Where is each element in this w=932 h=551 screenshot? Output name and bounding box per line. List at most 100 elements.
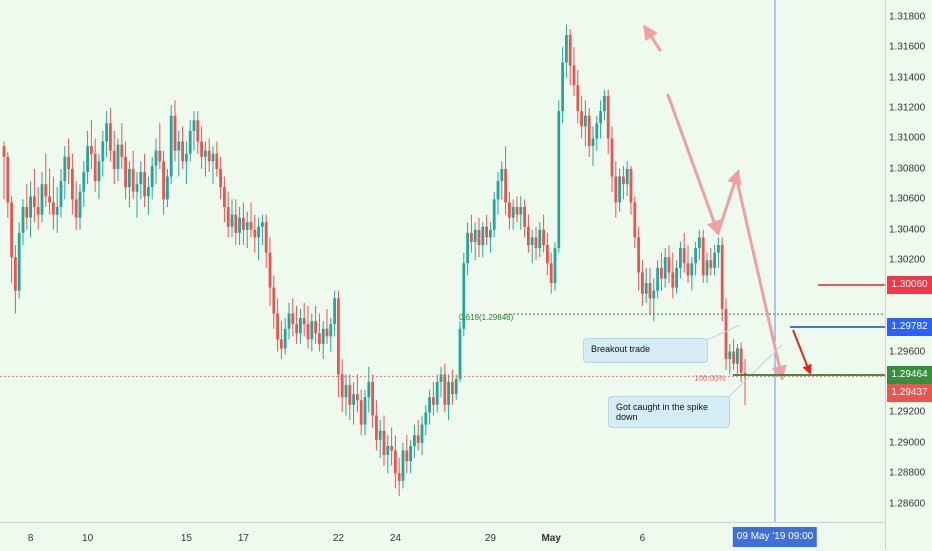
candle-body bbox=[173, 115, 177, 151]
candle-body bbox=[340, 374, 344, 398]
candle bbox=[443, 363, 447, 413]
candle-body bbox=[462, 263, 466, 329]
price-tick-label: 1.28800 bbox=[889, 467, 926, 479]
candle bbox=[667, 245, 671, 284]
candle bbox=[637, 226, 640, 291]
candle bbox=[470, 214, 473, 253]
candle-body bbox=[641, 272, 644, 294]
candle bbox=[378, 420, 382, 459]
candle bbox=[299, 308, 302, 344]
candle bbox=[131, 150, 135, 200]
candle bbox=[530, 229, 534, 264]
candle-body bbox=[667, 257, 671, 273]
candle-body bbox=[14, 257, 17, 291]
trend-arrow bbox=[716, 169, 742, 235]
candle-body bbox=[196, 120, 200, 142]
candle-body bbox=[78, 191, 82, 218]
price-tick-label: 1.29000 bbox=[889, 437, 926, 449]
candle-body bbox=[489, 229, 492, 238]
candle-body bbox=[694, 248, 697, 264]
candle bbox=[310, 313, 314, 352]
candle-body bbox=[264, 222, 268, 253]
candle bbox=[21, 199, 25, 246]
candle bbox=[97, 153, 101, 200]
candle-body bbox=[557, 111, 561, 249]
candle-body bbox=[86, 146, 89, 172]
candle bbox=[515, 196, 519, 223]
fib-100-label: 100.00% bbox=[694, 374, 726, 383]
candle bbox=[428, 389, 431, 425]
candle-body bbox=[375, 415, 378, 440]
candle-body bbox=[405, 450, 409, 462]
candle-body bbox=[580, 111, 583, 127]
time-tick-label: 29 bbox=[484, 533, 496, 544]
candle bbox=[728, 343, 732, 375]
candle-body bbox=[561, 62, 564, 112]
time-axis[interactable]: 8101517222429May613 09 May '19 09:00 bbox=[0, 522, 885, 551]
candle-body bbox=[397, 473, 401, 481]
breakout-trade-callout[interactable]: Breakout trade bbox=[583, 338, 708, 363]
candle-body bbox=[595, 123, 599, 139]
candle-body bbox=[549, 263, 553, 284]
price-axis[interactable]: 1.31800 1.31600 1.31400 1.31200 1.31000 1.308… bbox=[885, 0, 932, 550]
candle bbox=[177, 130, 181, 177]
candle bbox=[306, 305, 310, 349]
candle-body bbox=[709, 260, 713, 268]
candle-body bbox=[325, 328, 329, 337]
candle-body bbox=[477, 229, 481, 246]
candle-body bbox=[101, 141, 105, 162]
candle bbox=[648, 267, 652, 314]
candle-body bbox=[701, 237, 705, 276]
candle-body bbox=[226, 206, 230, 227]
candle bbox=[25, 184, 29, 230]
candle bbox=[318, 313, 321, 352]
candle-body bbox=[321, 328, 325, 344]
price-plot-area[interactable]: 0.618(1.29846) 100.00% Breakout trade Go… bbox=[0, 0, 885, 522]
candle bbox=[542, 214, 545, 253]
candle-body bbox=[276, 313, 279, 340]
candle bbox=[557, 100, 561, 253]
candle bbox=[724, 298, 728, 370]
candle-body bbox=[458, 328, 462, 379]
candle-body bbox=[371, 381, 374, 416]
candle bbox=[454, 374, 458, 401]
candle bbox=[74, 181, 78, 230]
candle-body bbox=[55, 206, 59, 215]
candle bbox=[257, 217, 260, 261]
candle bbox=[192, 111, 196, 151]
candle-body bbox=[21, 206, 25, 233]
candle bbox=[40, 171, 44, 223]
candle bbox=[736, 343, 739, 375]
candle bbox=[561, 47, 564, 124]
candle-body bbox=[439, 374, 443, 382]
candle-body bbox=[299, 318, 302, 334]
candle bbox=[394, 435, 397, 489]
candle-body bbox=[416, 435, 420, 443]
candle-body bbox=[394, 450, 397, 474]
candle bbox=[663, 248, 667, 288]
time-tick-label: May bbox=[541, 533, 561, 544]
candle bbox=[599, 100, 602, 139]
spike-down-callout[interactable]: Got caught in the spike down bbox=[608, 396, 730, 428]
candle-body bbox=[177, 141, 181, 151]
candle bbox=[14, 245, 17, 314]
candle bbox=[196, 111, 200, 154]
candlestick-chart[interactable] bbox=[0, 0, 885, 522]
candle bbox=[340, 359, 344, 413]
candle-body bbox=[10, 202, 13, 258]
candle bbox=[682, 232, 686, 273]
candle bbox=[656, 260, 659, 299]
candle bbox=[371, 374, 374, 428]
candle-body bbox=[230, 214, 234, 227]
candle bbox=[413, 424, 416, 459]
candle bbox=[375, 400, 378, 451]
candle bbox=[633, 196, 637, 249]
candle-body bbox=[732, 351, 735, 364]
candle-body bbox=[253, 229, 257, 238]
candle bbox=[33, 168, 36, 223]
trend-arrow bbox=[666, 93, 721, 236]
candle-body bbox=[348, 385, 352, 405]
candle bbox=[128, 161, 131, 207]
candle-body bbox=[660, 267, 663, 279]
candle bbox=[109, 108, 112, 162]
